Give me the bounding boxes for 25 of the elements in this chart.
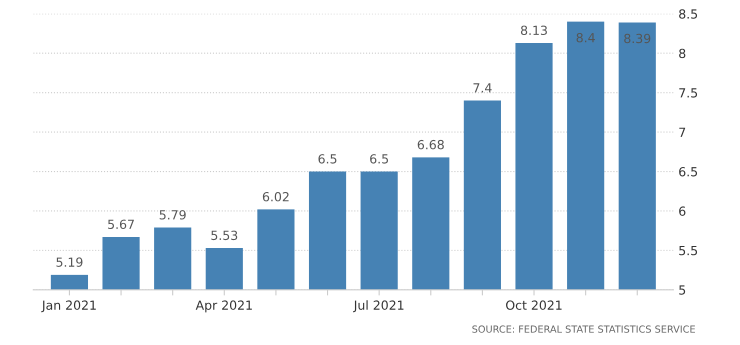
data-label: 6.5 xyxy=(318,154,336,164)
x-tick-label: Jul 2021 xyxy=(353,300,404,312)
y-tick-label: 7.5 xyxy=(679,88,698,98)
data-label: 6.68 xyxy=(418,140,444,150)
data-label: 6.02 xyxy=(262,192,289,202)
x-tick-label: Jan 2021 xyxy=(41,300,96,312)
data-label: 5.67 xyxy=(108,220,134,230)
data-label: 8.13 xyxy=(520,26,547,36)
y-tick-label: 6 xyxy=(679,206,686,216)
y-tick-label: 5 xyxy=(679,285,686,295)
y-tick-label: 6.5 xyxy=(679,166,698,176)
data-label: 5.79 xyxy=(160,210,186,220)
source-note: SOURCE: FEDERAL STATE STATISTICS SERVICE xyxy=(472,325,695,333)
data-label: 8.4 xyxy=(576,32,595,42)
x-tick-label: Oct 2021 xyxy=(506,300,562,310)
y-tick-label: 8 xyxy=(679,48,686,58)
data-label: 5.19 xyxy=(56,257,82,267)
data-label: 7.4 xyxy=(473,83,492,92)
y-tick-label: 8.5 xyxy=(679,9,698,19)
data-label: 6.5 xyxy=(370,154,388,164)
y-tick-label: 5.5 xyxy=(679,246,698,256)
data-label: 5.53 xyxy=(211,230,238,240)
data-label: 8.39 xyxy=(624,34,650,44)
x-tick-label: Apr 2021 xyxy=(196,300,252,312)
y-tick-label: 7 xyxy=(679,128,686,137)
